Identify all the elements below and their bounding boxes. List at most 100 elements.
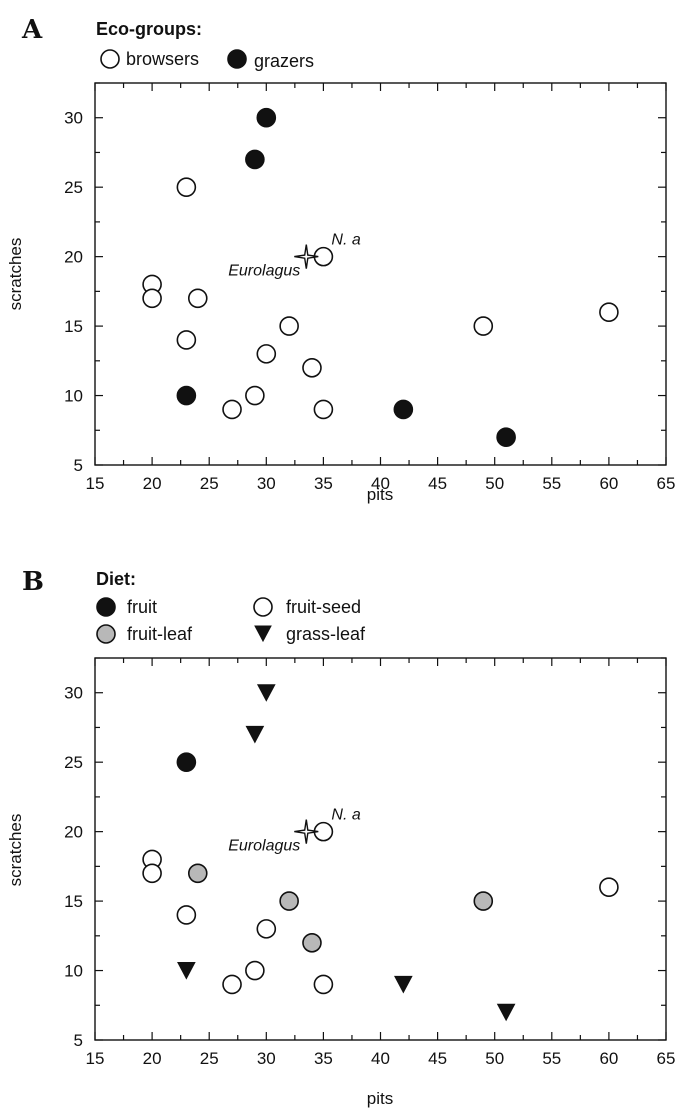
data-point-browsers (176, 330, 197, 350)
legend-label-fruit-seed: fruit-seed (286, 597, 361, 617)
data-point-fruit-seed (245, 960, 265, 981)
x-tick-label: 40 (371, 474, 390, 493)
data-point-browsers (279, 316, 299, 336)
data-point-fruit-leaf (187, 863, 208, 884)
panel-letter-a: A (21, 15, 43, 45)
data-point-browsers (313, 399, 334, 420)
legend-label-grass-leaf: grass-leaf (286, 624, 366, 644)
legend-marker-fruit-seed (253, 597, 273, 617)
y-tick-label: 10 (64, 387, 83, 406)
x-tick-label: 30 (257, 474, 276, 493)
data-point-grazers (245, 149, 265, 170)
y-tick-label: 30 (64, 684, 83, 703)
x-tick-label: 40 (371, 1049, 390, 1068)
y-axis-label: scratches (6, 238, 25, 311)
data-point-fruit-seed (599, 877, 619, 898)
x-tick-label: 30 (257, 1049, 276, 1068)
x-axis-label: pits (367, 1089, 393, 1108)
y-tick-label: 5 (74, 1031, 83, 1050)
y-tick-label: 30 (64, 109, 83, 128)
data-point-fruit-seed (222, 974, 242, 995)
data-point-fruit-leaf (473, 891, 494, 911)
data-point-fruit (176, 752, 197, 772)
x-tick-label: 35 (314, 1049, 333, 1068)
y-tick-label: 10 (64, 962, 83, 981)
panel-letter-b: B (22, 567, 44, 597)
data-point-grass-leaf (394, 975, 413, 994)
panel-b: B Diet: fruit fruit-leaf fruit-seed gras… (6, 567, 675, 1108)
x-tick-label: 25 (200, 1049, 219, 1068)
legend-marker-grass-leaf (254, 625, 272, 643)
data-point-fruit-seed (313, 974, 334, 995)
data-point-fruit-leaf (279, 891, 299, 911)
x-tick-label: 15 (86, 474, 105, 493)
x-tick-label: 35 (314, 474, 333, 493)
data-point-fruit-seed (142, 863, 162, 884)
data-point-grass-leaf (496, 1003, 516, 1022)
x-tick-label: 65 (657, 1049, 676, 1068)
data-point-fruit-seed (176, 905, 197, 925)
y-tick-label: 25 (64, 753, 83, 772)
eurolagus-star-marker (294, 244, 319, 269)
legend-label-fruit: fruit (127, 597, 157, 617)
legend-marker-fruit (96, 597, 116, 617)
x-tick-label: 60 (599, 1049, 618, 1068)
x-tick-label: 65 (657, 474, 676, 493)
axis-ticks: 15 20 25 30 35 40 45 50 55 60 65 5 10 15 20 25 30 (64, 657, 676, 1068)
y-tick-label: 15 (64, 317, 83, 336)
x-tick-label: 50 (485, 474, 504, 493)
x-tick-label: 25 (200, 474, 219, 493)
annotation-label: Eurolagus (228, 263, 300, 280)
legend-title: Eco-groups: (96, 19, 202, 39)
x-tick-label: 15 (86, 1049, 105, 1068)
data-point-grazers (496, 427, 516, 448)
data-point-browsers (187, 288, 208, 309)
data-point-browsers (302, 357, 322, 378)
legend: fruit fruit-leaf fruit-seed grass-leaf (96, 597, 366, 644)
x-tick-label: 55 (542, 474, 561, 493)
data-point-browsers (599, 302, 619, 323)
x-tick-label: 45 (428, 1049, 447, 1068)
data-point-browsers (473, 316, 494, 336)
y-tick-label: 15 (64, 892, 83, 911)
x-tick-label: 55 (542, 1049, 561, 1068)
legend-label-grazers: grazers (254, 51, 314, 71)
legend-label-fruit-leaf: fruit-leaf (127, 624, 193, 644)
data-point-browsers (222, 399, 242, 420)
y-tick-label: 5 (74, 456, 83, 475)
y-axis-label: scratches (6, 814, 25, 887)
annotation-label: Eurolagus (228, 838, 300, 855)
data-point-browsers (245, 385, 265, 406)
legend-marker-fruit-leaf (96, 624, 116, 644)
data-point-grazers (256, 107, 277, 128)
y-tick-label: 20 (64, 248, 83, 267)
eurolagus-star-marker (294, 819, 319, 844)
data-points: Eurolagus N. a (142, 684, 619, 1022)
data-point-browsers (142, 288, 162, 309)
x-tick-label: 60 (599, 474, 618, 493)
data-point-fruit-seed (256, 919, 277, 939)
data-point-grass-leaf (245, 725, 265, 744)
data-point-grass-leaf (256, 684, 276, 702)
annotation-label: N. a (331, 807, 360, 824)
legend-marker-browsers (100, 49, 120, 69)
data-point-browsers (256, 344, 277, 364)
data-point-fruit-leaf (302, 932, 322, 953)
data-point-grass-leaf (177, 962, 196, 980)
data-point-grazers (393, 399, 414, 420)
data-point-grazers (176, 385, 197, 406)
annotation-label: N. a (331, 232, 360, 249)
plot-frame (94, 82, 667, 466)
plot-frame (94, 657, 667, 1041)
legend-marker-grazers (227, 49, 247, 69)
panel-a: A Eco-groups: browsers grazers 15 20 25 30 3… (6, 15, 675, 504)
legend-title: Diet: (96, 569, 136, 589)
x-tick-label: 20 (143, 474, 162, 493)
y-tick-label: 20 (64, 823, 83, 842)
y-tick-label: 25 (64, 178, 83, 197)
legend: browsers grazers (100, 49, 314, 71)
data-point-browsers (176, 177, 197, 197)
x-tick-label: 20 (143, 1049, 162, 1068)
x-tick-label: 50 (485, 1049, 504, 1068)
